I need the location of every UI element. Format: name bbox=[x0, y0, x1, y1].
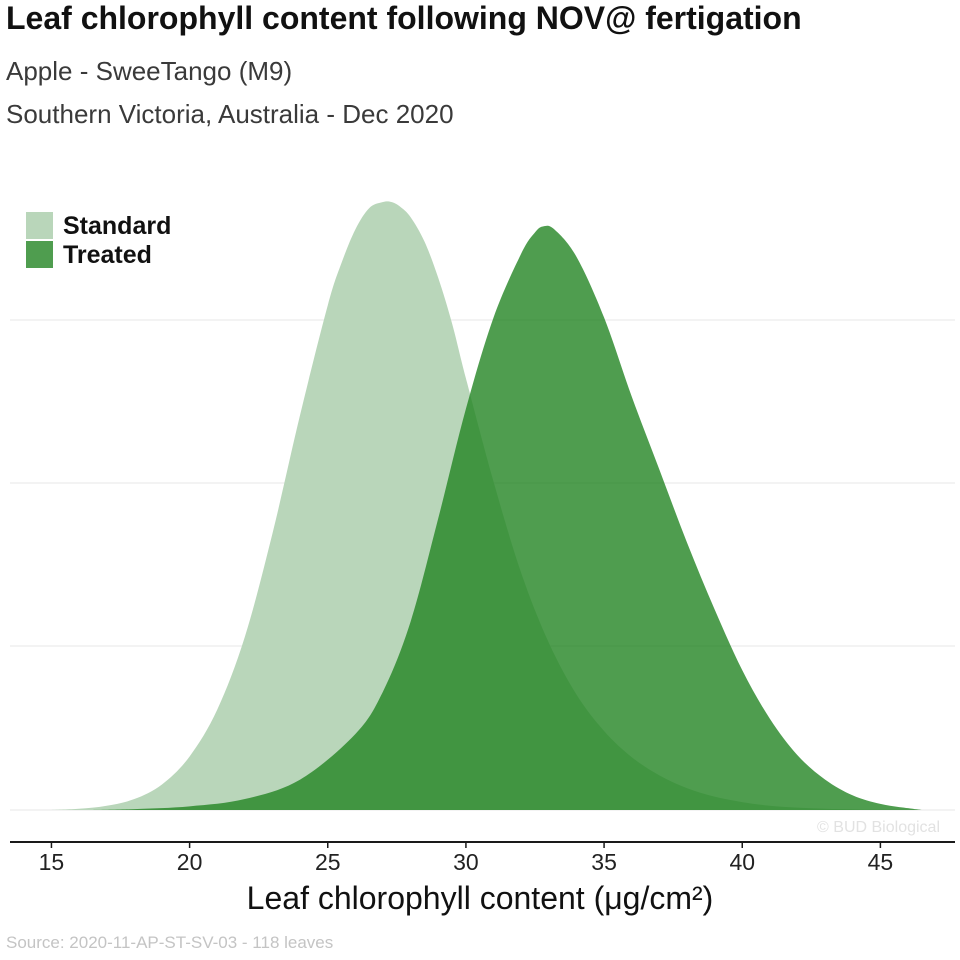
x-tick-label: 35 bbox=[591, 849, 617, 875]
density-area-treated bbox=[92, 225, 922, 810]
x-axis-label: Leaf chlorophyll content (μg/cm²) bbox=[247, 880, 714, 916]
chart-subtitle-crop: Apple - SweeTango (M9) bbox=[6, 56, 293, 86]
x-tick-label: 40 bbox=[729, 849, 755, 875]
legend-label-treated: Treated bbox=[63, 241, 152, 269]
legend-swatch-standard bbox=[26, 212, 53, 239]
source-note: Source: 2020-11-AP-ST-SV-03 - 118 leaves bbox=[6, 933, 334, 952]
chart-subtitle-location: Southern Victoria, Australia - Dec 2020 bbox=[6, 99, 454, 129]
x-tick-label: 45 bbox=[868, 849, 894, 875]
legend-label-standard: Standard bbox=[63, 212, 171, 240]
legend-swatch-treated bbox=[26, 241, 53, 268]
watermark: © BUD Biological bbox=[817, 819, 940, 836]
x-tick-label: 30 bbox=[453, 849, 479, 875]
x-tick-label: 20 bbox=[177, 849, 203, 875]
x-tick-label: 25 bbox=[315, 849, 341, 875]
x-axis: 15 20 25 30 35 40 45 Leaf chlorophyll content (… bbox=[10, 841, 955, 916]
chart-title: Leaf chlorophyll content following NOV@ … bbox=[6, 0, 802, 36]
density-areas bbox=[51, 201, 922, 811]
x-tick-label: 15 bbox=[39, 849, 65, 875]
